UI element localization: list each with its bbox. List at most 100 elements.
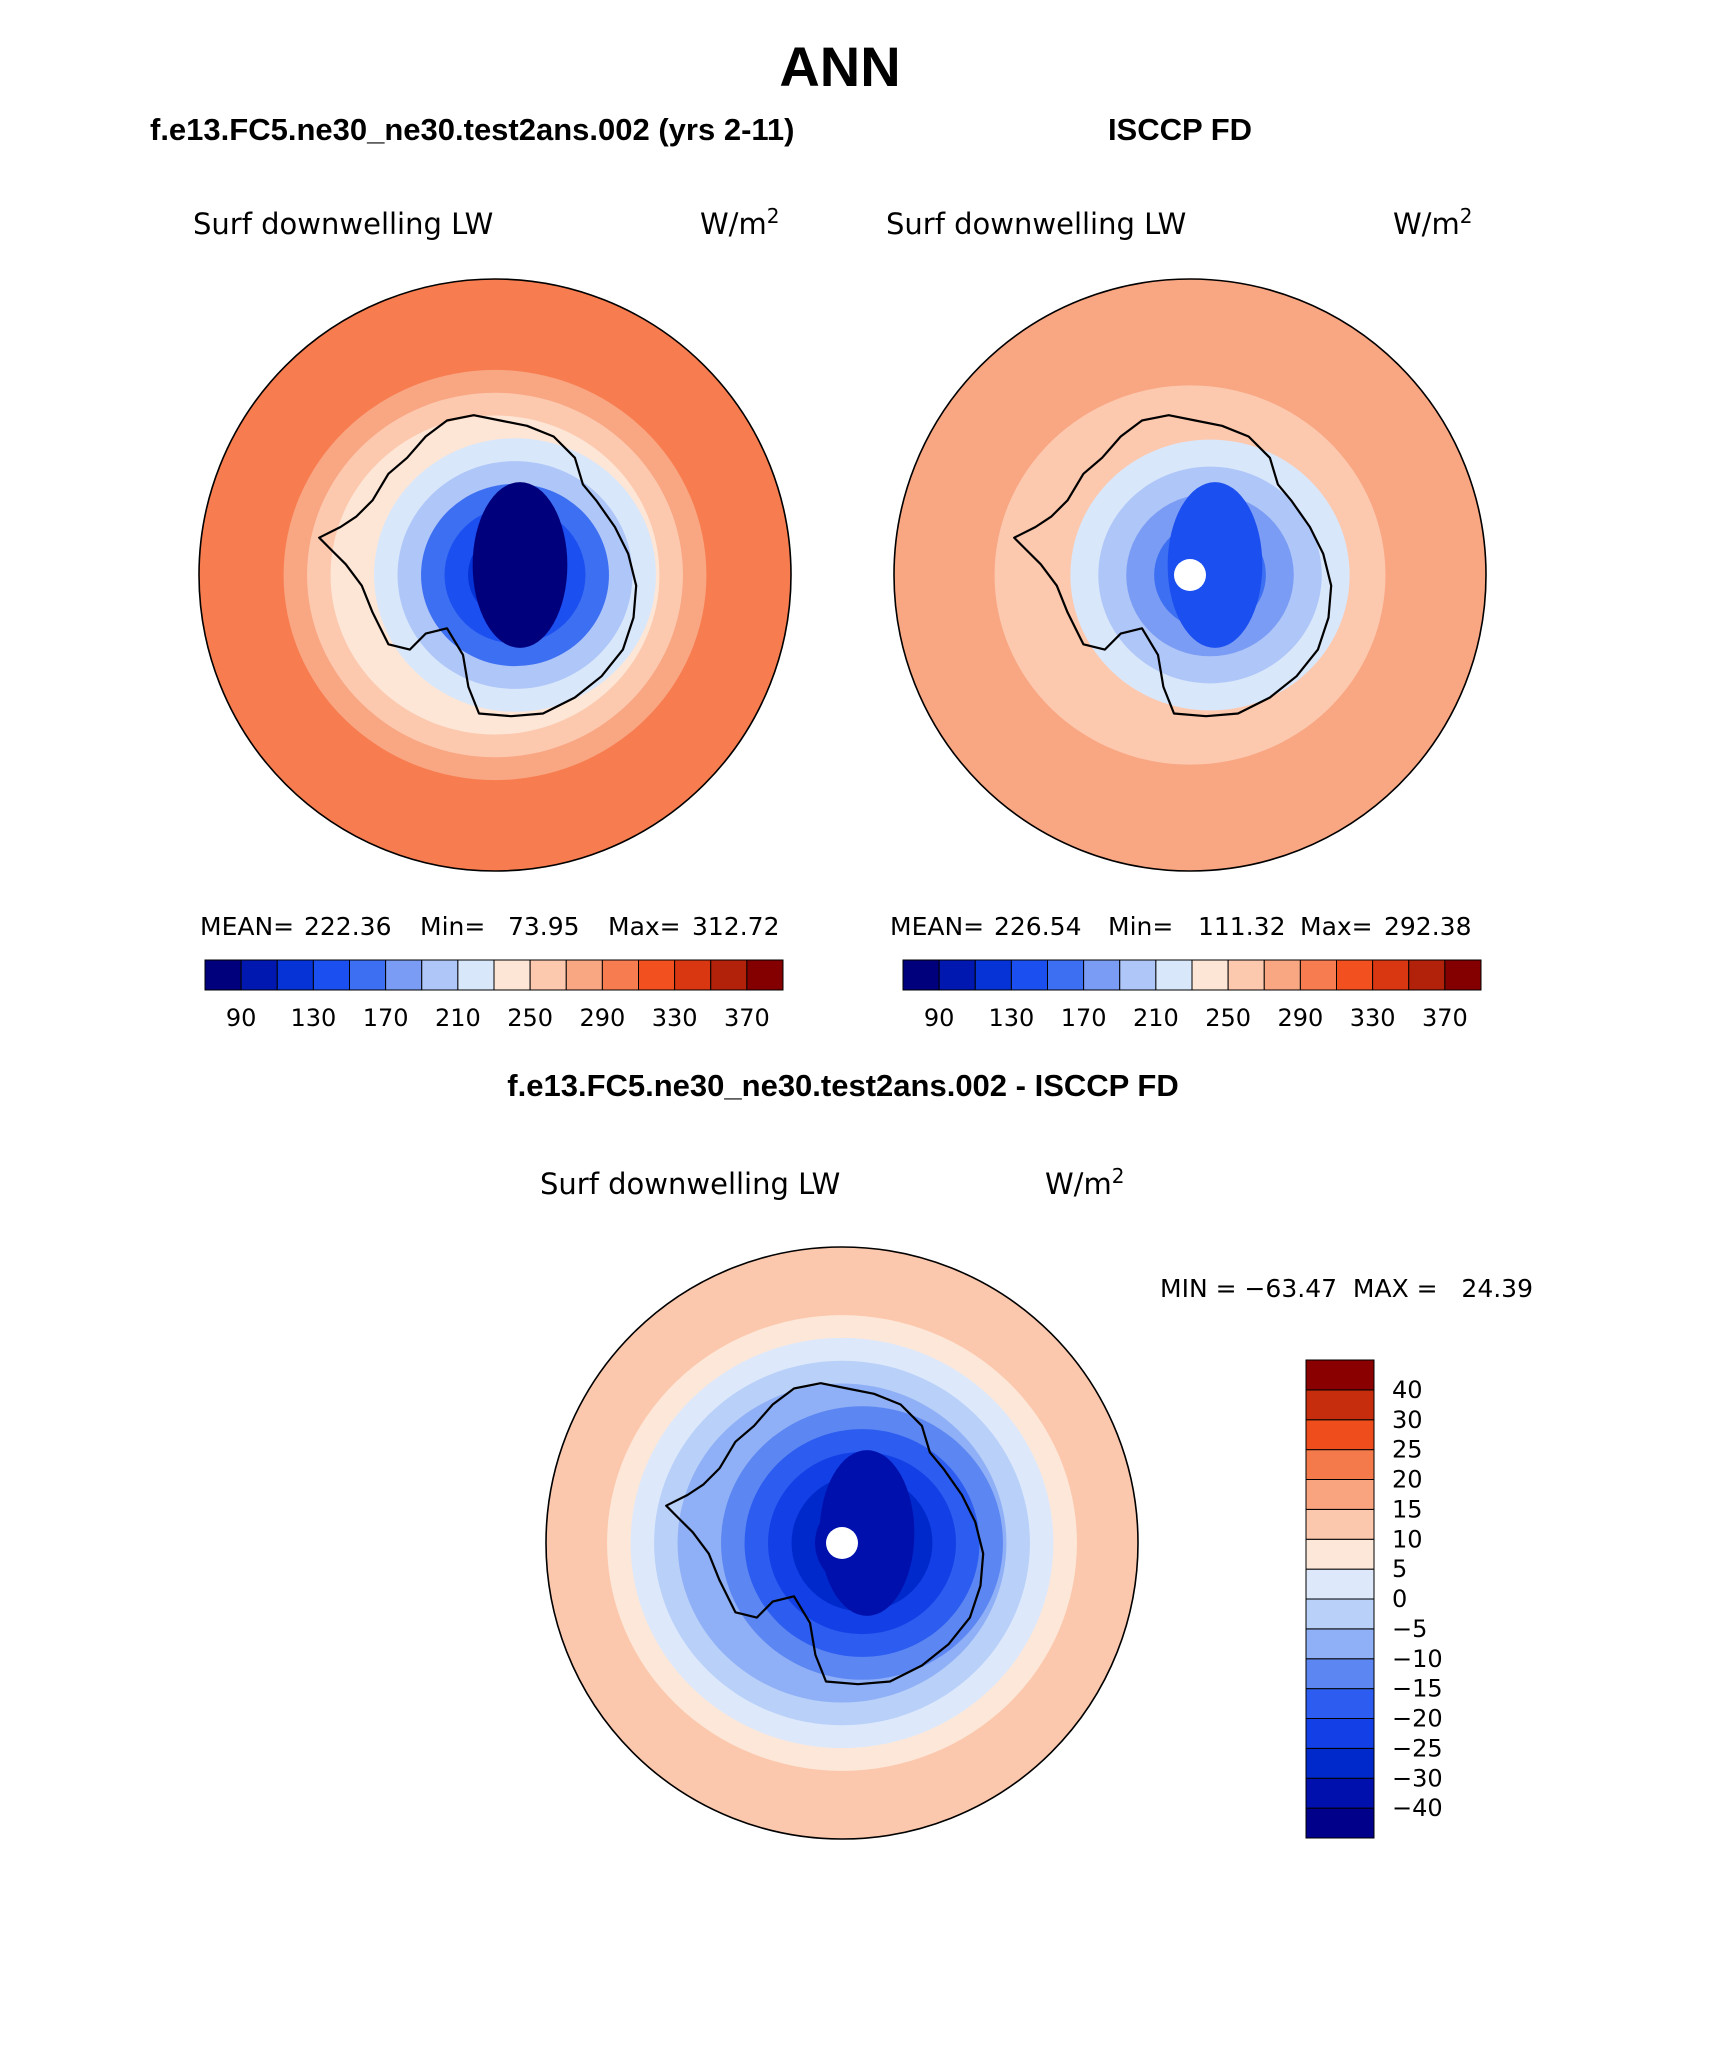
colorbar-tick-label: 10	[1392, 1525, 1423, 1553]
colorbar-bin	[385, 959, 423, 991]
colorbar-tick-label: 330	[1350, 1004, 1396, 1032]
colorbar-bin	[1305, 1747, 1375, 1779]
colorbar-tick-label: 130	[988, 1004, 1034, 1032]
colorbar-bin	[974, 959, 1012, 991]
colorbar-tick-label: 90	[226, 1004, 257, 1032]
colorbar-tick-label: 130	[290, 1004, 336, 1032]
colorbar-bin	[1191, 959, 1229, 991]
colorbar-bin	[601, 959, 639, 991]
map-boundary	[893, 278, 1487, 872]
colorbar-bin	[1305, 1479, 1375, 1510]
colorbar-bin	[1155, 959, 1193, 991]
colorbar-tick-label: 25	[1392, 1436, 1423, 1464]
colorbar-tick-label: 250	[1205, 1004, 1251, 1032]
continent-outline	[1013, 414, 1333, 718]
colorbar-tick-label: 210	[435, 1004, 481, 1032]
colorbar-bin	[493, 959, 531, 991]
panel-model-units-base: W/m	[700, 207, 767, 241]
panel-model-mean-value: 222.36	[304, 912, 391, 941]
continent-outline	[318, 414, 638, 718]
colorbar-tick-label: 170	[1061, 1004, 1107, 1032]
panel-diff-minmax: MIN = −63.47 MAX = 24.39	[1160, 1274, 1533, 1303]
colorbar-bin	[1305, 1359, 1375, 1391]
panel-obs-mean-value: 226.54	[994, 912, 1081, 941]
colorbar-bin	[1305, 1389, 1375, 1421]
panel-model: f.e13.FC5.ne30_ne30.test2ans.002 (yrs 2-…	[150, 112, 795, 1032]
panel-obs-polar-map	[893, 278, 1487, 872]
colorbar-bin	[1305, 1688, 1375, 1719]
figure-title: ANN	[779, 35, 900, 98]
panel-diff-units-exp: 2	[1112, 1164, 1125, 1188]
colorbar-tick-label: −5	[1392, 1615, 1427, 1643]
colorbar-bin	[1119, 959, 1157, 991]
panel-model-title: f.e13.FC5.ne30_ne30.test2ans.002 (yrs 2-…	[150, 112, 795, 147]
colorbar-tick-label: 370	[724, 1004, 770, 1032]
panel-obs-variable: Surf downwelling LW	[886, 207, 1186, 241]
panel-diff-polar-map	[545, 1246, 1139, 1840]
colorbar-bin	[204, 959, 242, 991]
panel-diff-title: f.e13.FC5.ne30_ne30.test2ans.002 - ISCCP…	[507, 1068, 1178, 1103]
colorbar-tick-label: 40	[1392, 1376, 1423, 1404]
colorbar-bin	[457, 959, 495, 991]
panel-obs-max-label: Max=	[1300, 912, 1373, 941]
panel-obs: ISCCP FD Surf downwelling LW W/m2 MEAN= …	[886, 112, 1487, 1032]
colorbar-bin	[938, 959, 976, 991]
colorbar-bin	[1305, 1508, 1375, 1540]
panel-obs-stats: MEAN= 226.54 Min= 111.32 Max= 292.38	[890, 912, 1471, 941]
colorbar-bin	[349, 959, 387, 991]
colorbar-bin	[746, 959, 784, 991]
panel-obs-mean-label: MEAN=	[890, 912, 984, 941]
panel-model-colorbar: 90 130 170 210 250 290 330 370	[204, 959, 784, 1032]
panel-diff-units: W/m2	[1045, 1164, 1124, 1201]
colorbar-tick-label: 210	[1133, 1004, 1179, 1032]
colorbar-bin	[1444, 959, 1482, 991]
panel-model-polar-map	[198, 278, 792, 872]
colorbar-bin	[1408, 959, 1446, 991]
colorbar-bin	[1305, 1807, 1375, 1839]
panel-model-mean-label: MEAN=	[200, 912, 294, 941]
colorbar-bin	[1305, 1598, 1375, 1630]
colorbar-tick-label: 15	[1392, 1495, 1423, 1523]
colorbar-bin	[1299, 959, 1337, 991]
colorbar-tick-label: −10	[1392, 1645, 1443, 1673]
colorbar-bin	[1227, 959, 1265, 991]
contour-core	[819, 1450, 915, 1616]
panel-obs-min-value: 111.32	[1198, 912, 1285, 941]
colorbar-tick-label: −40	[1392, 1794, 1443, 1822]
colorbar-tick-label: 330	[652, 1004, 698, 1032]
colorbar-bin	[1372, 959, 1410, 991]
panel-obs-max-value: 292.38	[1384, 912, 1471, 941]
panel-obs-colorbar: 90 130 170 210 250 290 330 370	[902, 959, 1482, 1032]
pole-hole	[826, 1527, 858, 1559]
colorbar-bin	[1305, 1538, 1375, 1570]
panel-model-stats: MEAN= 222.36 Min= 73.95 Max= 312.72	[200, 912, 779, 941]
colorbar-bin	[240, 959, 278, 991]
colorbar-bin	[1305, 1718, 1375, 1749]
colorbar-tick-label: 290	[579, 1004, 625, 1032]
colorbar-bin	[1305, 1449, 1375, 1480]
panel-model-units: W/m2	[700, 204, 779, 241]
colorbar-bin	[1305, 1658, 1375, 1690]
panel-diff: f.e13.FC5.ne30_ne30.test2ans.002 - ISCCP…	[507, 1068, 1533, 1840]
colorbar-bin	[1305, 1419, 1375, 1451]
colorbar-bin	[1010, 959, 1048, 991]
panel-model-min-value: 73.95	[508, 912, 580, 941]
colorbar-bin	[312, 959, 350, 991]
panel-diff-variable: Surf downwelling LW	[540, 1167, 840, 1201]
colorbar-tick-label: −15	[1392, 1675, 1443, 1703]
colorbar-bin	[276, 959, 314, 991]
colorbar-tick-label: −30	[1392, 1764, 1443, 1792]
panel-obs-title: ISCCP FD	[1108, 112, 1252, 147]
colorbar-bin	[421, 959, 459, 991]
pole-hole	[1174, 559, 1206, 591]
colorbar-tick-label: 250	[507, 1004, 553, 1032]
colorbar-bin	[1305, 1628, 1375, 1660]
panel-model-max-label: Max=	[608, 912, 681, 941]
panel-model-max-value: 312.72	[692, 912, 779, 941]
colorbar-bin	[529, 959, 567, 991]
colorbar-tick-label: 5	[1392, 1555, 1407, 1583]
panel-obs-units-base: W/m	[1393, 207, 1460, 241]
colorbar-tick-label: 170	[363, 1004, 409, 1032]
